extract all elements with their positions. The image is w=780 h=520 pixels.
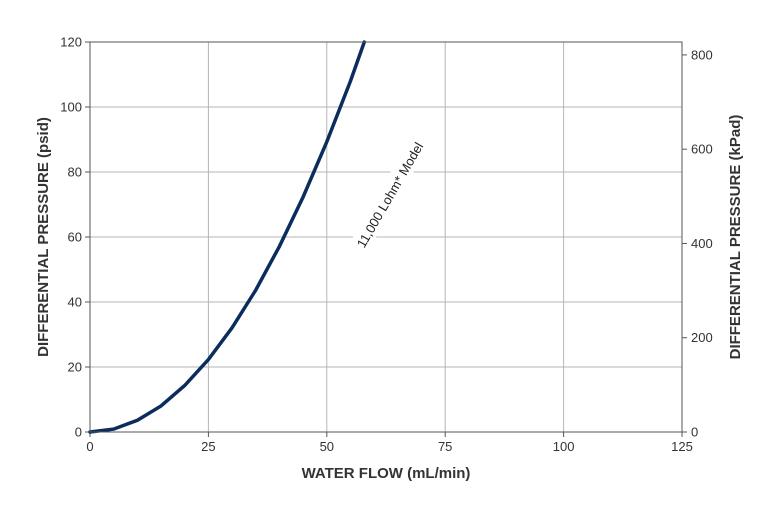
series-label-gap [349, 135, 429, 254]
x-tick-label: 0 [86, 439, 93, 454]
y-right-tick-label: 200 [691, 330, 713, 345]
y-right-tick-labels: 0 200 400 600 800 [691, 47, 713, 439]
x-tick-label: 75 [438, 439, 452, 454]
series-label: 11,000 Lohm* Model [354, 140, 427, 251]
x-tick-labels: 0 25 50 75 100 125 [86, 439, 692, 454]
y-tick-label: 60 [68, 230, 82, 245]
x-tick-label: 100 [553, 439, 575, 454]
y-tick-label: 0 [75, 425, 82, 440]
y-tick-label: 40 [68, 295, 82, 310]
x-tick-label: 50 [320, 439, 334, 454]
y-right-tick-label: 600 [691, 142, 713, 157]
y-right-tick-label: 400 [691, 236, 713, 251]
y-right-tick-label: 0 [691, 425, 698, 440]
y-tick-label: 80 [68, 165, 82, 180]
x-tick-label: 125 [671, 439, 693, 454]
y-tick-labels: 0 20 40 60 80 100 120 [60, 35, 82, 440]
y-axis-title-right: DIFFERENTIAL PRESSURE (kPad) [727, 115, 744, 360]
series-line-11000-lohm [88, 40, 367, 434]
grid-lines [85, 41, 687, 437]
y-tick-label: 20 [68, 360, 82, 375]
y-right-tick-label: 800 [691, 47, 713, 62]
x-axis-title: WATER FLOW (mL/min) [302, 465, 471, 482]
y-tick-label: 120 [60, 35, 82, 50]
y-axis-title-left: DIFFERENTIAL PRESSURE (psid) [35, 117, 52, 357]
plot-frame [89, 41, 683, 433]
x-tick-label: 25 [201, 439, 215, 454]
y-tick-label: 100 [60, 100, 82, 115]
